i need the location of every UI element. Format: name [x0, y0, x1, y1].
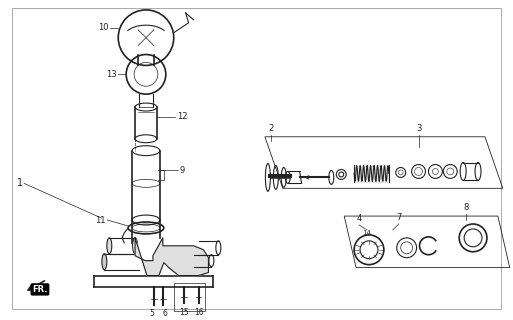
Text: 16: 16 — [194, 308, 203, 317]
Text: 4: 4 — [357, 214, 362, 223]
Polygon shape — [135, 238, 208, 276]
Bar — [174, 284, 206, 311]
Text: 10: 10 — [98, 23, 108, 32]
Text: 13: 13 — [106, 70, 116, 79]
Text: 11: 11 — [95, 216, 105, 225]
Text: 1: 1 — [17, 178, 23, 188]
Text: 9: 9 — [180, 166, 185, 175]
Ellipse shape — [107, 238, 112, 254]
Ellipse shape — [102, 254, 107, 269]
Text: 5: 5 — [149, 309, 154, 318]
Text: 15: 15 — [179, 308, 188, 317]
Text: 14: 14 — [363, 230, 371, 236]
Text: 8: 8 — [463, 203, 469, 212]
Text: 2: 2 — [268, 124, 273, 133]
Text: 12: 12 — [176, 112, 187, 122]
Text: 6: 6 — [163, 309, 167, 318]
Text: 7: 7 — [396, 213, 401, 222]
Text: 3: 3 — [416, 124, 421, 133]
Text: FR.: FR. — [32, 285, 48, 294]
